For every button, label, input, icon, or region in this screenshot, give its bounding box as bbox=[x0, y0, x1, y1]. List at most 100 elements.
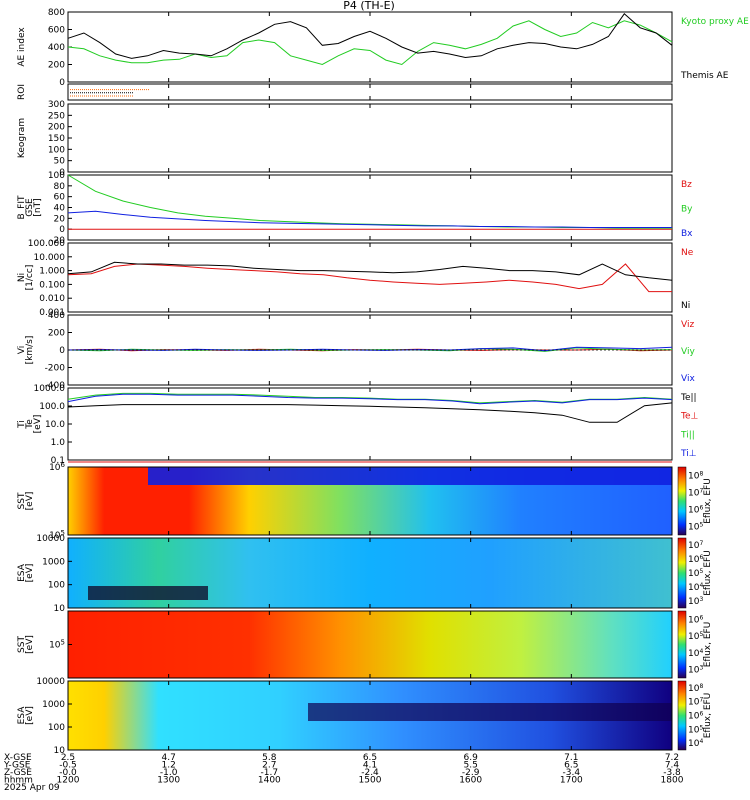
n-ytick-label: 1.000 bbox=[39, 267, 65, 277]
n-legend-0: Ne bbox=[681, 248, 694, 258]
sst_i-colorbar-tick: 105 bbox=[688, 631, 703, 642]
date-label: 2025 Apr 09 bbox=[4, 783, 60, 793]
n-frame bbox=[67, 242, 673, 313]
v-ylabel: Vi bbox=[17, 346, 27, 354]
orbit-value: 4.1 bbox=[363, 761, 377, 771]
v-ylabel: [km/s] bbox=[25, 336, 35, 365]
sst_i-colorbar bbox=[677, 610, 687, 679]
esa_i-colorbar bbox=[677, 537, 687, 609]
esa_e-colorbar-tick: 106 bbox=[688, 711, 703, 722]
orbit-value: 4.7 bbox=[162, 753, 176, 763]
esa_i-ytick-label: 10000 bbox=[36, 534, 65, 544]
esa_e-ylabel: ESA bbox=[17, 706, 27, 725]
sst_e-colorbar-tick: 108 bbox=[688, 471, 703, 482]
esa_i-ytick-label: 1000 bbox=[42, 557, 65, 567]
orbit-value: 1600 bbox=[459, 776, 482, 786]
t-ytick-label: 1000.0 bbox=[34, 384, 66, 394]
n-ytick-label: 10.000 bbox=[34, 253, 66, 263]
esa_i-ytick-label: 100 bbox=[48, 581, 65, 591]
esa_i-ytick-label: 10 bbox=[54, 604, 66, 614]
sst_e-colorbar-label: Eflux, EFU bbox=[703, 478, 713, 524]
b-ytick-label: 40 bbox=[54, 204, 66, 214]
esa_e-colorbar-tick: 108 bbox=[688, 683, 703, 694]
orbit-labels: X-GSE 2.5 4.7 5.8 6.5 6.9 7.1 7.2 Y-GSE -0.5 1.2 2.… bbox=[3, 753, 684, 793]
esa_e-ytick-label: 1000 bbox=[42, 700, 65, 710]
v-legend-0: Viz bbox=[681, 320, 694, 330]
orbit-value: -0.5 bbox=[59, 761, 77, 771]
b-legend-0: Bz bbox=[681, 180, 692, 190]
orbit-value: 1800 bbox=[661, 776, 684, 786]
orbit-value: -3.8 bbox=[663, 768, 681, 778]
esa_i-colorbar-tick: 104 bbox=[688, 582, 703, 593]
esa_e-colorbar-tick: 105 bbox=[688, 724, 703, 735]
ae-legend-0: Kyoto proxy AE bbox=[681, 17, 749, 27]
sst_i-ylabel: [eV] bbox=[25, 635, 35, 654]
b-ytick-label: 80 bbox=[54, 182, 66, 192]
b-ytick-label: 60 bbox=[54, 193, 66, 203]
t-ytick-label: 100.0 bbox=[39, 402, 65, 412]
sst_e-ylabel: SST bbox=[17, 492, 27, 509]
t-ylabel: [eV] bbox=[33, 415, 43, 434]
b-ytick-label: 0 bbox=[59, 225, 65, 235]
sst_e-top-band bbox=[148, 467, 672, 485]
ae-ytick-label: 200 bbox=[48, 61, 65, 71]
esa_i-colorbar-tick: 103 bbox=[688, 596, 703, 607]
t-legend-2: Ti|| bbox=[680, 430, 695, 440]
figure-title: P4 (TH-E) bbox=[343, 0, 395, 12]
sst_e-colorbar-tick: 107 bbox=[688, 488, 703, 499]
orbit-value: 1400 bbox=[258, 776, 281, 786]
t-ylabel: Te bbox=[25, 419, 35, 430]
orbit-value: 7.1 bbox=[564, 753, 578, 763]
esa_e-mid-band bbox=[308, 703, 672, 721]
sst_i-heatmap bbox=[68, 611, 672, 678]
v-ytick-label: 200 bbox=[48, 329, 65, 339]
sst_i-ylabel: SST bbox=[17, 636, 27, 653]
orbit-value: 6.9 bbox=[464, 753, 479, 763]
ae-ytick-label: 0 bbox=[59, 78, 65, 88]
esa_e-ytick-label: 100 bbox=[48, 723, 65, 733]
b-ytick-label: 20 bbox=[54, 214, 66, 224]
kp-ylabel: Keogram bbox=[17, 118, 27, 158]
t-series-ti- bbox=[67, 392, 673, 404]
orbit-value: 1500 bbox=[359, 776, 382, 786]
n-legend-1: Ni bbox=[681, 301, 690, 311]
kp-ytick-label: 150 bbox=[48, 134, 65, 144]
b-ytick-label: -20 bbox=[50, 236, 65, 246]
orbit-value: 5.5 bbox=[464, 761, 478, 771]
t-legend-0: Te|| bbox=[680, 393, 697, 403]
orbit-value: 5.8 bbox=[262, 753, 277, 763]
orbit-row-label: Y-GSE bbox=[3, 761, 31, 771]
orbit-value: 6.5 bbox=[363, 753, 377, 763]
esa_i-colorbar-tick: 106 bbox=[688, 554, 703, 565]
orbit-value: 1300 bbox=[157, 776, 180, 786]
ae-ylabel: AE index bbox=[17, 27, 27, 67]
esa_i-low-band bbox=[88, 586, 208, 600]
orbit-value: -3.4 bbox=[563, 768, 581, 778]
orbit-value: -0.0 bbox=[59, 768, 77, 778]
orbit-value: -2.4 bbox=[361, 768, 379, 778]
orbit-value: 6.5 bbox=[564, 761, 578, 771]
v-legend-2: Vix bbox=[681, 374, 695, 384]
kp-ytick-label: 250 bbox=[48, 111, 65, 121]
orbit-row-label: X-GSE bbox=[4, 753, 32, 763]
orbit-value: -1.7 bbox=[261, 768, 279, 778]
esa_e-colorbar-tick: 107 bbox=[688, 697, 703, 708]
orbit-value: 1200 bbox=[57, 776, 80, 786]
n-series-ni bbox=[67, 261, 673, 281]
esa_e-colorbar-label: Eflux, EFU bbox=[703, 693, 713, 739]
b-legend-2: Bx bbox=[681, 229, 693, 239]
esa_i-colorbar-tick: 105 bbox=[688, 568, 703, 579]
esa_e-ytick-label: 10 bbox=[54, 746, 66, 756]
orbit-value: -2.9 bbox=[462, 768, 480, 778]
kp-ytick-label: 0 bbox=[59, 168, 65, 178]
v-ytick-label: 400 bbox=[48, 311, 65, 321]
esa_i-ylabel: [eV] bbox=[25, 564, 35, 583]
b-ytick-label: 100 bbox=[48, 171, 65, 181]
kp-ytick-label: 300 bbox=[48, 100, 65, 110]
v-legend-1: Viy bbox=[681, 347, 695, 357]
ae-legend-1: Themis AE bbox=[680, 71, 729, 81]
sst_e-ytick-label: 106 bbox=[49, 461, 65, 473]
b-frame bbox=[67, 174, 673, 241]
